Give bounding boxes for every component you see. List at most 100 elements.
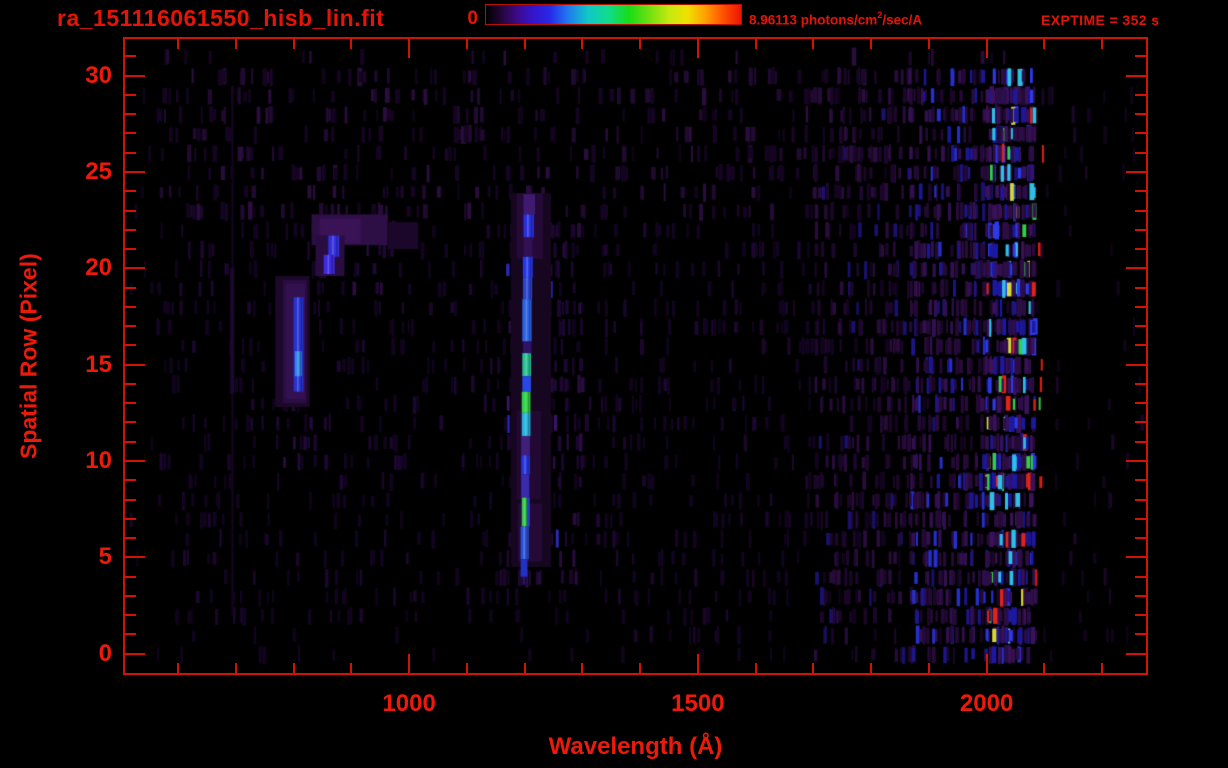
x-tick [927,39,930,49]
x-tick [639,663,642,673]
y-tick [125,537,136,540]
y-tick [1126,363,1146,366]
y-tick [1135,132,1146,135]
y-tick [125,421,136,424]
x-tick [696,654,699,673]
colorbar-min-label: 0 [467,8,478,29]
x-tick [408,39,411,58]
x-tick [985,654,988,673]
x-tick-label: 2000 [959,690,1014,717]
exptime-label: EXPTIME = 352 s [1041,12,1160,28]
x-tick [581,663,584,673]
y-tick [1135,537,1146,540]
x-tick [581,39,584,49]
y-tick [1126,556,1146,559]
y-tick [125,440,136,443]
x-tick [870,39,873,49]
y-tick [125,633,136,636]
x-tick [292,39,295,49]
x-tick [465,663,468,673]
x-tick-label: 1000 [382,690,436,717]
y-tick [125,55,136,58]
x-tick [754,663,757,673]
y-tick-label: 15 [85,350,112,378]
y-tick [125,325,136,328]
y-tick [125,402,136,405]
x-tick [234,663,237,673]
x-tick [292,663,295,673]
y-tick [125,652,145,655]
y-tick-label: 30 [85,61,112,89]
x-tick [465,39,468,49]
x-tick [1043,39,1046,49]
colorbar [485,4,742,25]
colorbar-max-sup: 2 [877,10,883,20]
y-tick [1135,479,1146,482]
plot-frame [123,37,1148,675]
y-tick [125,170,145,173]
y-tick [125,132,136,135]
y-tick [125,479,136,482]
colorbar-max-label: 8.96113 photons/cm2/sec/A [749,10,923,28]
y-tick [125,517,136,520]
y-tick [1126,170,1146,173]
y-tick [125,498,136,501]
y-tick [1126,74,1146,77]
y-tick [125,267,145,270]
y-tick [125,248,136,251]
y-tick [1135,382,1146,385]
y-tick-label: 5 [98,543,112,571]
plot-area [125,39,1146,673]
y-tick [1135,440,1146,443]
x-tick [639,39,642,49]
y-tick [125,228,136,231]
figure-title: ra_151116061550_hisb_lin.fit [57,5,385,31]
x-tick-labels: 1000 1500 2000 [125,690,1146,720]
y-tick [1135,344,1146,347]
y-tick [1135,633,1146,636]
y-tick [1135,517,1146,520]
y-tick [1135,594,1146,597]
colorbar-max-value: 8.96113 photons/cm [749,12,878,28]
x-tick [350,39,353,49]
y-tick [125,460,145,463]
y-tick [1126,652,1146,655]
x-tick [927,663,930,673]
y-tick [1135,575,1146,578]
x-tick [812,663,815,673]
y-tick [125,614,136,617]
colorbar-max-units: /sec/A [882,12,923,28]
y-tick [125,93,136,96]
x-tick [523,663,526,673]
y-tick [125,113,136,116]
y-tick [1135,151,1146,154]
y-tick [1135,498,1146,501]
y-tick [1135,286,1146,289]
y-tick [1135,190,1146,193]
x-tick [985,39,988,58]
y-tick [125,363,145,366]
x-tick [696,39,699,58]
y-tick [125,74,145,77]
x-tick [177,39,180,49]
y-tick [1126,267,1146,270]
x-tick [1101,663,1104,673]
y-tick [1135,228,1146,231]
x-tick [234,39,237,49]
y-tick [1135,402,1146,405]
x-tick [1101,39,1104,49]
spectrum-canvas [125,39,1146,673]
x-tick [870,663,873,673]
y-tick [125,209,136,212]
x-tick-label: 1500 [671,690,725,717]
y-tick-label: 0 [98,639,112,667]
y-tick [125,151,136,154]
y-tick [1135,113,1146,116]
y-tick [125,575,136,578]
y-tick-labels: 0 5 10 15 20 25 30 [28,39,112,673]
x-tick [350,663,353,673]
x-axis-title: Wavelength (Å) [548,733,723,760]
y-tick [1135,209,1146,212]
x-tick [408,654,411,673]
